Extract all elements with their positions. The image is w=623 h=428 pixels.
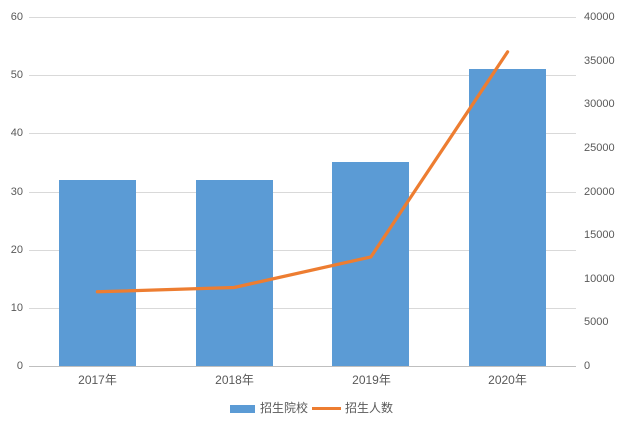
x-axis-label-2017年: 2017年 [78, 373, 117, 387]
legend: 招生院校 招生人数 [0, 401, 623, 416]
x-axis-line [29, 366, 576, 367]
left-axis-tick-40: 40 [10, 127, 23, 139]
right-axis-tick-30000: 30000 [584, 98, 615, 110]
right-axis-tick-20000: 20000 [584, 186, 615, 198]
legend-item-line-series: 招生人数 [312, 401, 393, 416]
line-series-swatch [312, 407, 341, 410]
right-axis-tick-25000: 25000 [584, 142, 615, 154]
right-axis-tick-40000: 40000 [584, 11, 615, 23]
legend-item-bar-series: 招生院校 [229, 401, 308, 416]
bar-2017年 [59, 180, 136, 366]
gridline-60 [29, 17, 576, 18]
x-axis-label-2019年: 2019年 [352, 373, 391, 387]
x-axis-label-2018年: 2018年 [215, 373, 254, 387]
bar-2018年 [196, 180, 273, 366]
gridline-10 [29, 308, 576, 309]
right-axis-tick-35000: 35000 [584, 55, 615, 67]
legend-label-line-series: 招生人数 [345, 401, 394, 415]
left-axis-tick-60: 60 [10, 11, 23, 23]
right-axis-tick-10000: 10000 [584, 273, 615, 285]
bar-2019年 [332, 162, 409, 366]
left-axis-tick-10: 10 [10, 302, 23, 314]
left-axis-tick-20: 20 [10, 244, 23, 256]
left-axis-tick-30: 30 [10, 186, 23, 198]
right-axis-tick-0: 0 [584, 360, 591, 372]
right-axis-tick-5000: 5000 [584, 316, 609, 328]
legend-label-bar-series: 招生院校 [259, 401, 308, 415]
bar-2020年 [469, 69, 546, 366]
right-axis-tick-15000: 15000 [584, 229, 615, 241]
bar-series-swatch [229, 404, 255, 413]
x-axis-label-2020年: 2020年 [488, 373, 527, 387]
left-axis-tick-0: 0 [16, 360, 23, 372]
left-axis-tick-50: 50 [10, 69, 23, 81]
